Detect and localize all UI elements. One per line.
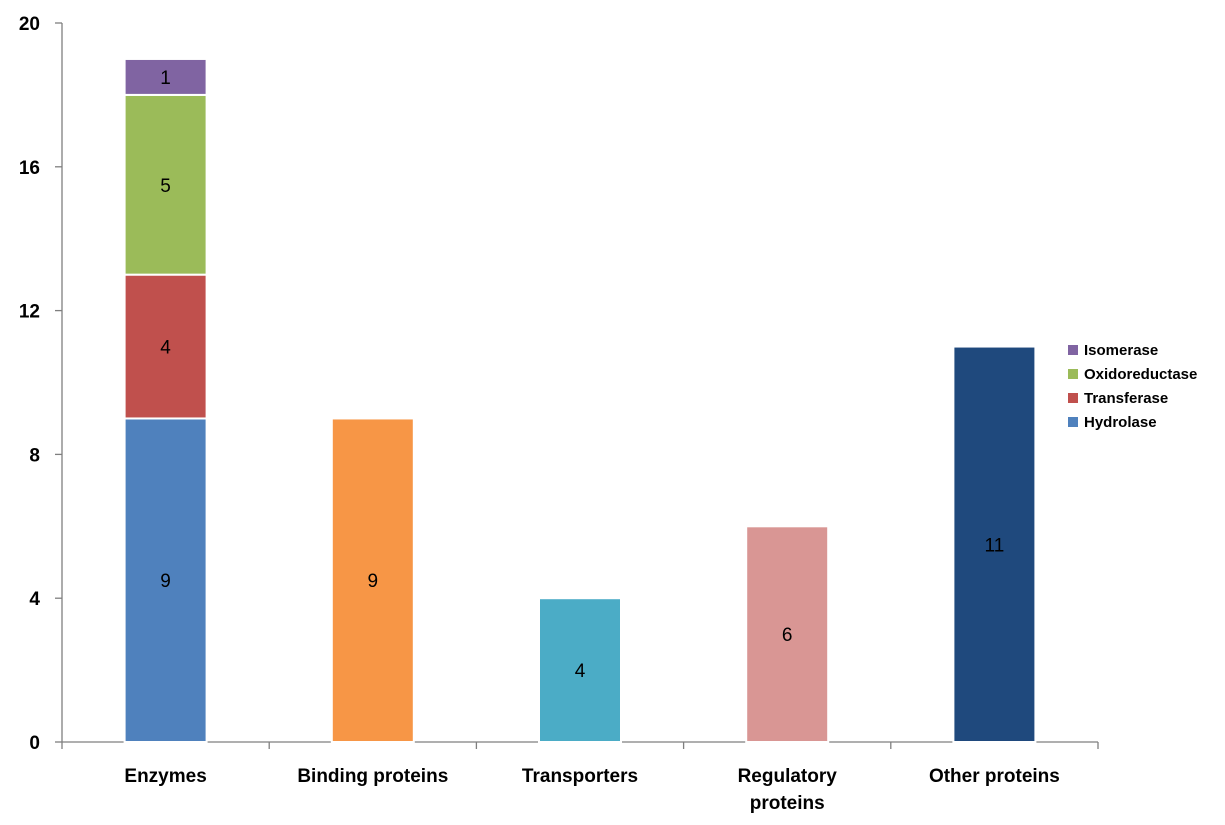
- data-label: 4: [160, 338, 171, 359]
- legend-label-transferase: Transferase: [1084, 390, 1168, 407]
- y-tick-label: 8: [29, 445, 40, 466]
- data-label: 6: [782, 625, 793, 646]
- bar-other-proteins: [952, 345, 1037, 743]
- y-tick-label: 16: [19, 158, 40, 179]
- x-tick-label: Other proteins: [929, 766, 1060, 787]
- data-label: 1: [160, 68, 171, 89]
- legend-label-isomerase: Isomerase: [1084, 342, 1158, 359]
- bar-regulatory-proteins: [745, 525, 830, 743]
- y-tick-label: 4: [29, 589, 40, 610]
- y-tick-label: 12: [19, 302, 40, 323]
- bar-hydrolase: [123, 417, 208, 743]
- legend-swatch-oxidoreductase: [1068, 369, 1078, 379]
- data-label: 4: [575, 661, 586, 682]
- x-tick-label: Binding proteins: [297, 766, 448, 787]
- x-tick-label: Regulatory: [738, 766, 838, 787]
- data-label: 9: [160, 571, 171, 592]
- data-label: 11: [985, 535, 1005, 556]
- bar-binding-proteins: [330, 417, 415, 743]
- bar-oxidoreductase: [123, 93, 208, 276]
- legend-swatch-isomerase: [1068, 345, 1078, 355]
- y-tick-label: 0: [29, 733, 40, 754]
- bar-isomerase: [123, 57, 208, 96]
- x-tick-label: Transporters: [522, 766, 638, 787]
- x-tick-label: proteins: [750, 793, 825, 814]
- legend-label-hydrolase: Hydrolase: [1084, 414, 1157, 431]
- legend-label-oxidoreductase: Oxidoreductase: [1084, 366, 1197, 383]
- data-label: 9: [368, 571, 379, 592]
- legend-swatch-hydrolase: [1068, 417, 1078, 427]
- legend-swatch-transferase: [1068, 393, 1078, 403]
- bar-transporters: [538, 597, 622, 744]
- y-tick-label: 20: [19, 14, 40, 35]
- data-label: 5: [160, 176, 171, 197]
- bar-transferase: [123, 273, 208, 420]
- x-tick-label: Enzymes: [124, 766, 206, 787]
